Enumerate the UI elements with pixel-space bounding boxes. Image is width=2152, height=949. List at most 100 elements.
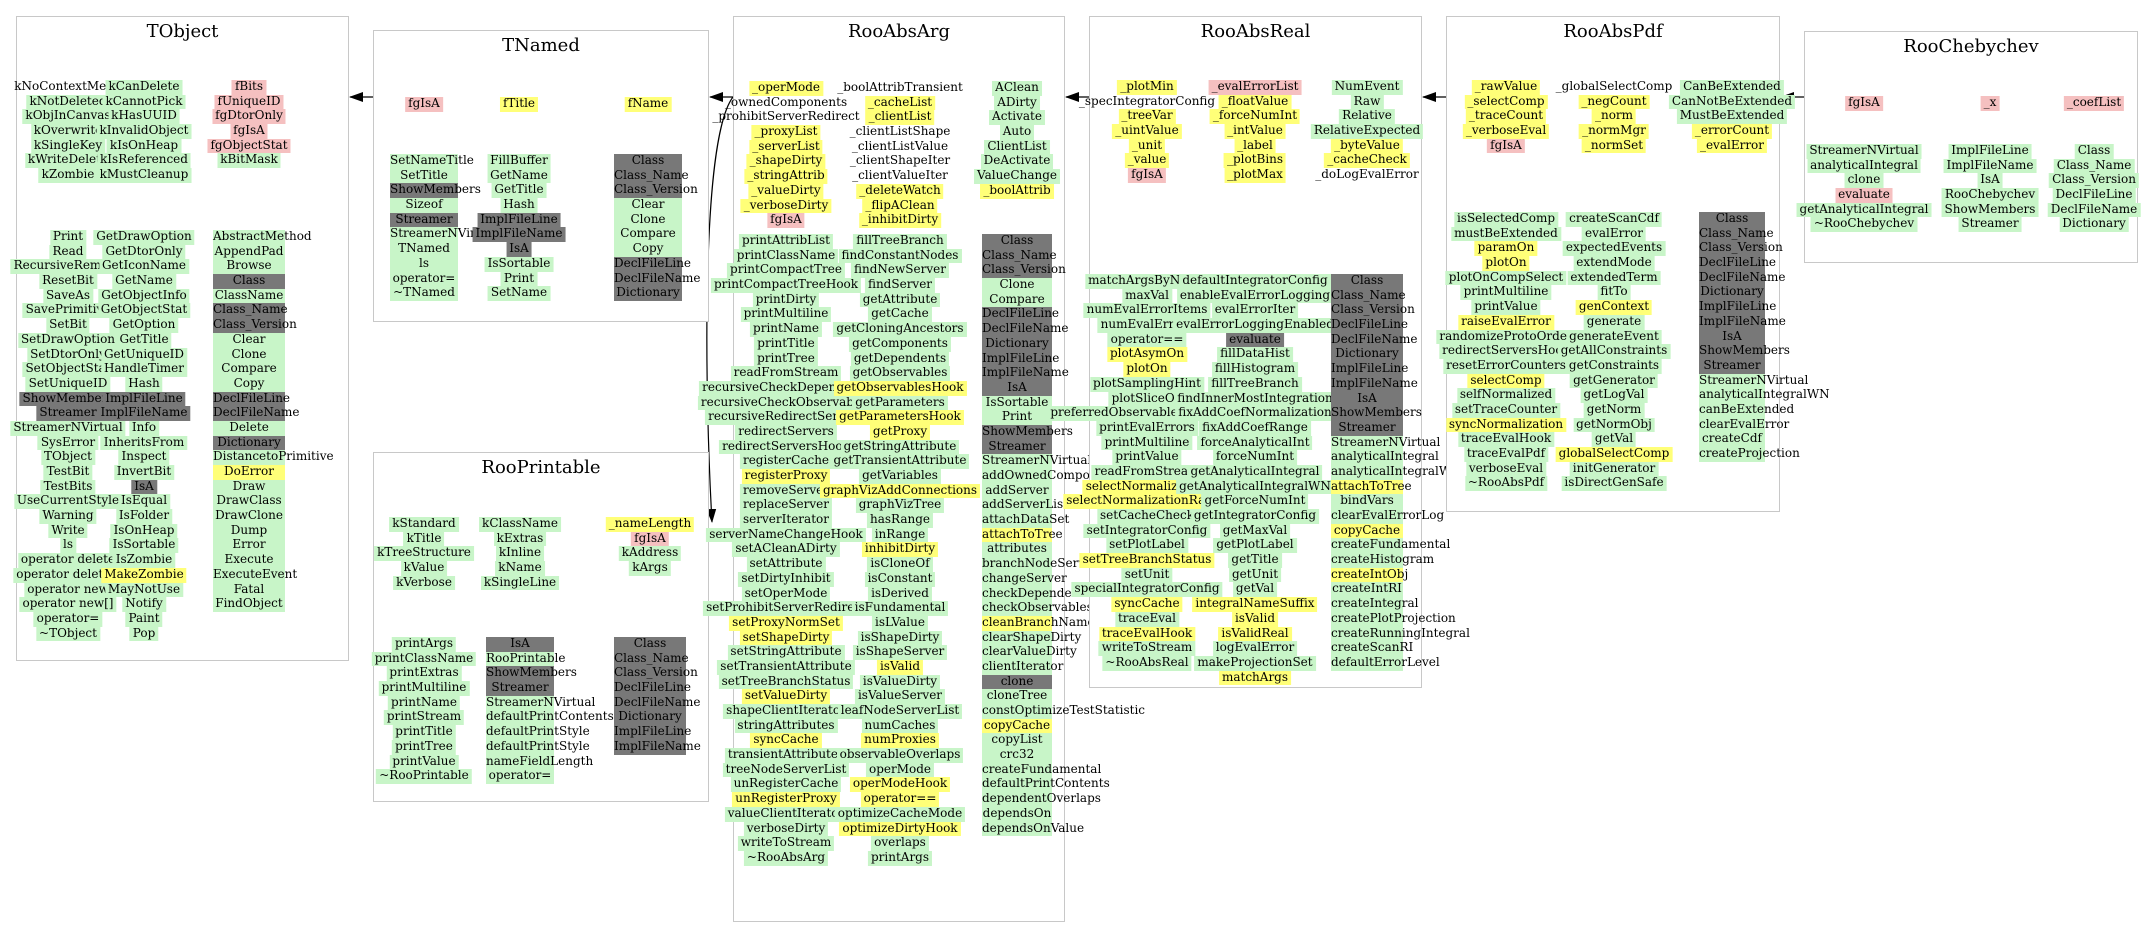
member-numevalerrors: numEvalErrors [1097,317,1197,333]
member-fgisa: fgIsA [405,96,443,112]
member-rooprintable: RooPrintable [486,650,566,667]
member-group-methods-1: isSelectedComp mustBeExtended paramOn plotO… [1436,211,1576,492]
member-stringattrib: _stringAttrib [744,168,828,184]
member-streamernvirtual: StreamerNVirtual [1699,372,1809,389]
member-printtree: printTree [754,351,818,367]
member-findinnermostintegration: findInnerMostIntegration [1174,391,1336,407]
member-floatvalue: _floatValue [1218,94,1292,110]
member-getstringattribute: getStringAttribute [840,439,960,455]
member-gencontext: genContext [1575,299,1653,315]
member-getdependents: getDependents [850,351,950,367]
member-isonheap: IsOnHeap [110,523,178,539]
member-dictionary: Dictionary [614,710,686,726]
member-kwritedelete: kWriteDelete [24,153,112,169]
member-isfolder: IsFolder [115,508,173,524]
class-name: TObject [146,21,219,42]
member-dictionary: Dictionary [2059,217,2129,233]
member-printname: printName [750,321,822,337]
member-kcannotpick: kCannotPick [102,94,186,110]
member-setuniqueid: SetUniqueID [25,376,111,392]
member-getdtoronly: GetDtorOnly [102,244,186,260]
member-doerror: DoError [213,464,285,480]
member-class: Class [614,636,686,652]
member-tobject: ~TObject [36,626,100,642]
member-distancetoprimitive: DistancetoPrimitive [213,449,334,465]
member-printmultiline: printMultiline [1460,285,1552,301]
member-createcdf: createCdf [1699,432,1765,447]
member-copylist: copyList [982,733,1052,749]
member-operator: operator= [33,611,103,627]
member-plotoncompselect: plotOnCompSelect [1445,270,1567,286]
member-clientiterator: clientIterator [982,658,1064,675]
member-serveriterator: serverIterator [740,512,832,528]
member-value: _value [1124,153,1170,169]
member-expectedevents: expectedEvents [1562,241,1666,257]
member-class-version: Class_Version [1699,240,1783,257]
member-isdirectgensafe: isDirectGenSafe [1561,476,1667,492]
member-iszombie: IsZombie [112,552,176,568]
member-plotsliceon: plotSliceOn [1108,391,1186,407]
member-showmembers: ShowMembers [486,665,577,682]
member-rooabsarg: ~RooAbsArg [743,850,829,866]
member-getobservables: getObservables [849,365,951,381]
member-group-data-members-1: _operMode _ownedComponents _prohibitServer… [709,80,862,228]
member-opermodehook: operModeHook [849,777,951,793]
member-operator: operator= [486,768,554,784]
member-deletewatch: _deleteWatch [856,183,944,199]
member-implfilename: ImplFileName [472,227,566,243]
class-box-rooabspdf: RooAbsPdf _rawValue _selectComp _traceCoun… [1436,16,1830,512]
member-enableevalerrorlogging: enableEvalErrorLogging [1176,288,1334,304]
member-operator: operator== [860,791,940,807]
member-declfileline: DeclFileLine [982,306,1060,323]
member-makezombie: MakeZombie [101,567,187,583]
member-verboseeval: _verboseEval [1462,123,1550,139]
member-analyticalintegral: analyticalIntegral [1331,449,1439,465]
member-group-methods-1: SetNameTitle SetTitle ShowMembers Sizeof Str… [390,153,499,301]
member-dictionary: Dictionary [614,285,682,301]
member-aclean: AClean [992,80,1042,96]
member-bindvars: bindVars [1331,494,1403,509]
member-transientattributes: transientAttributes [724,747,848,763]
member-group-data-members-3: NumEvent Raw Relative RelativeExpected _byte… [1310,79,1424,183]
member-verbosedirty: verboseDirty [743,821,829,837]
member-clearevalerrorlog: clearEvalErrorLog [1331,508,1445,524]
member-settreebranchstatus: setTreeBranchStatus [718,674,854,690]
member-clientvalueiter: _clientValueIter [852,168,948,183]
member-getoption: GetOption [109,317,179,333]
member-traceevalhook: traceEvalHook [1457,432,1555,447]
member-roochebychev: ~RooChebychev [1810,217,1918,233]
member-redirectservershook: redirectServersHook [1439,343,1573,359]
class-name: RooAbsArg [847,21,951,42]
member-sizeof: Sizeof [390,197,458,213]
member-clone: Clone [213,347,285,363]
member-implfileline: ImplFileLine [477,212,561,228]
member-clientshapeiter: _clientShapeIter [849,153,951,168]
member-group-data-members-2: _globalSelectComp _negCount _norm _normMgr _… [1553,79,1676,154]
member-constoptimizeteststatistic: constOptimizeTestStatistic [982,703,1146,719]
member-fgisa: fgIsA [631,531,669,547]
member-kinvalidobject: kInvalidObject [96,123,192,139]
member-group-methods-3: AbstractMethod AppendPad Browse Class ClassN… [213,229,334,612]
member-overlaps: overlaps [871,835,929,851]
member-verbosedirty: _verboseDirty [740,198,832,214]
member-intvalue: _intValue [1224,123,1286,139]
member-errorcount: _errorCount [1691,123,1773,139]
member-createrunningintegral: createRunningIntegral [1331,625,1470,642]
member-getobjectinfo: GetObjectInfo [98,288,190,304]
member-getobjectstat: GetObjectStat [97,303,191,319]
member-optimizedirtyhook: optimizeDirtyHook [839,821,961,837]
member-ksingleline: kSingleLine [480,575,560,591]
member-group-data-members-1: _plotMin _specIntegratorConfig _treeVar _ui… [1076,79,1218,183]
member-operator-delete: operator delete[] [13,567,123,583]
member-traceevalhook: traceEvalHook [1098,626,1196,642]
member-findconstantnodes: findConstantNodes [838,248,962,264]
class-name: RooAbsPdf [1563,21,1663,42]
member-getmaxval: getMaxVal [1219,523,1291,539]
member-clearvaluedirty: clearValueDirty [982,644,1077,660]
member-maynotuse: MayNotUse [104,582,184,598]
member-isa: IsA [1977,173,2003,189]
member-opermode: operMode [865,762,935,778]
member-synccache: syncCache [1111,596,1183,612]
member-isfundamental: isFundamental [851,600,949,616]
